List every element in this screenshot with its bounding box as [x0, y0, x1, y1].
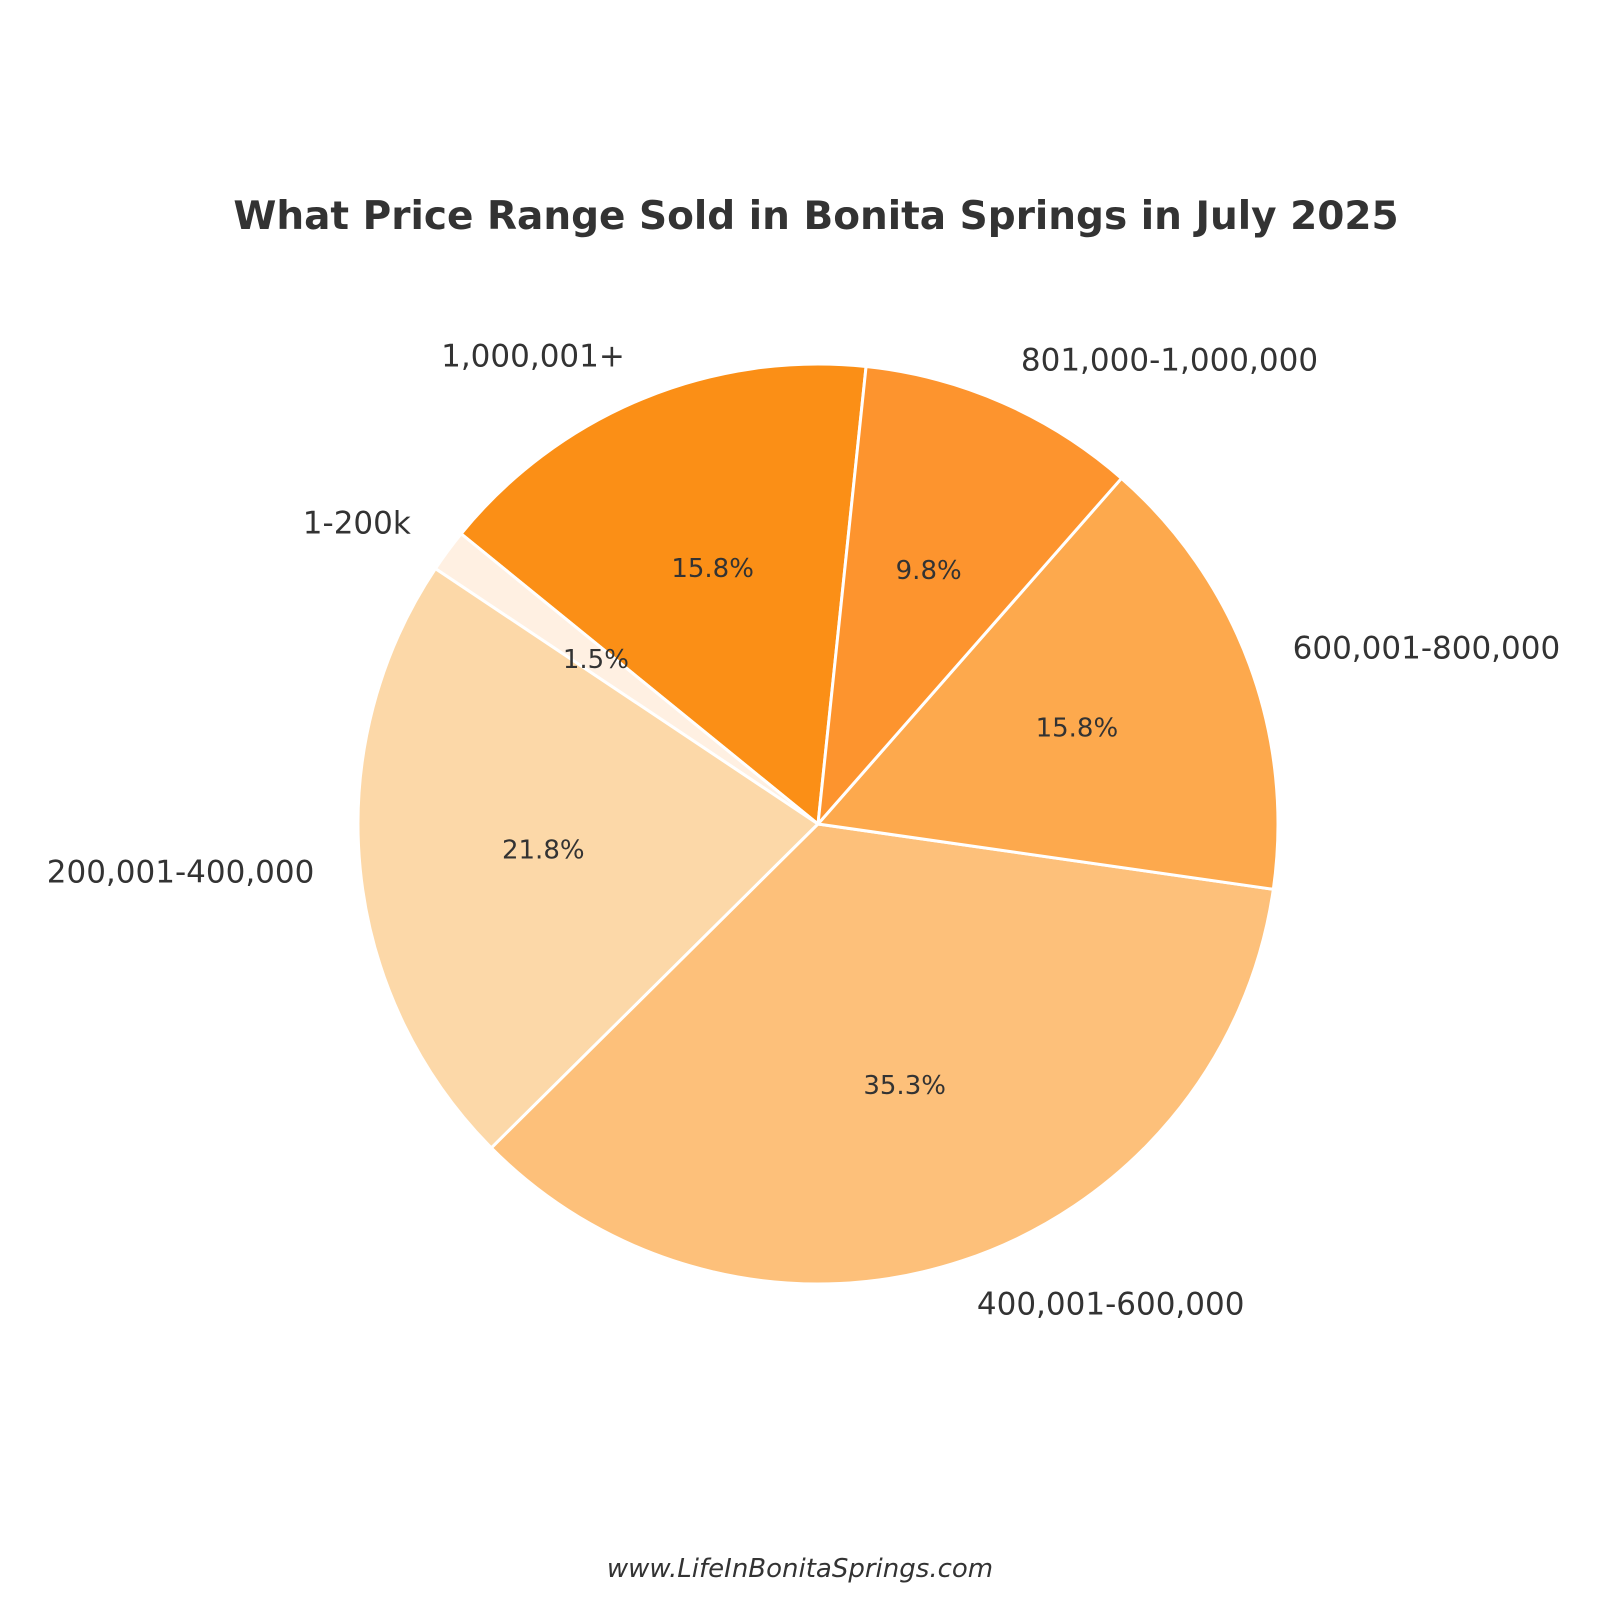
category-label-1-200k: 1-200k — [303, 506, 411, 542]
pie-slice-1-000-001 — [459, 362, 868, 826]
pie-category-labels: 1,000,001+ 1-200k 200,001-400,000 400,001-6… — [47, 338, 1560, 1322]
category-label-1-000-001: 1,000,001+ — [441, 338, 625, 374]
pie-slice-200-001-400-000 — [356, 567, 820, 1150]
pie-slice-801-000-1-000-000 — [816, 365, 1123, 826]
percent-label-1-000-001: 15.8% — [671, 554, 754, 584]
category-label-200-001-400-000: 200,001-400,000 — [47, 855, 315, 891]
percent-label-400-001-600-000: 35.3% — [863, 1071, 946, 1101]
category-label-801-000-1-000-000: 801,000-1,000,000 — [1021, 342, 1318, 378]
category-label-600-001-800-000: 600,001-800,000 — [1293, 631, 1561, 667]
pie-slices — [356, 362, 1280, 1286]
pie-slice-600-001-800-000 — [816, 476, 1280, 891]
pie-percent-labels: 15.8% 1.5% 21.8% 35.3% 15.8% 9.8% — [502, 554, 1118, 1101]
percent-label-600-001-800-000: 15.8% — [1036, 713, 1119, 743]
chart-title: What Price Range Sold in Bonita Springs … — [233, 194, 1398, 239]
footer-website: www.LifeInBonitaSprings.com — [607, 1554, 993, 1584]
percent-label-1-200k: 1.5% — [563, 645, 629, 675]
percent-label-801-000-1-000-000: 9.8% — [896, 556, 962, 586]
category-label-400-001-600-000: 400,001-600,000 — [977, 1286, 1245, 1322]
pie-slice-400-001-600-000 — [489, 822, 1275, 1286]
percent-label-200-001-400-000: 21.8% — [502, 836, 585, 866]
